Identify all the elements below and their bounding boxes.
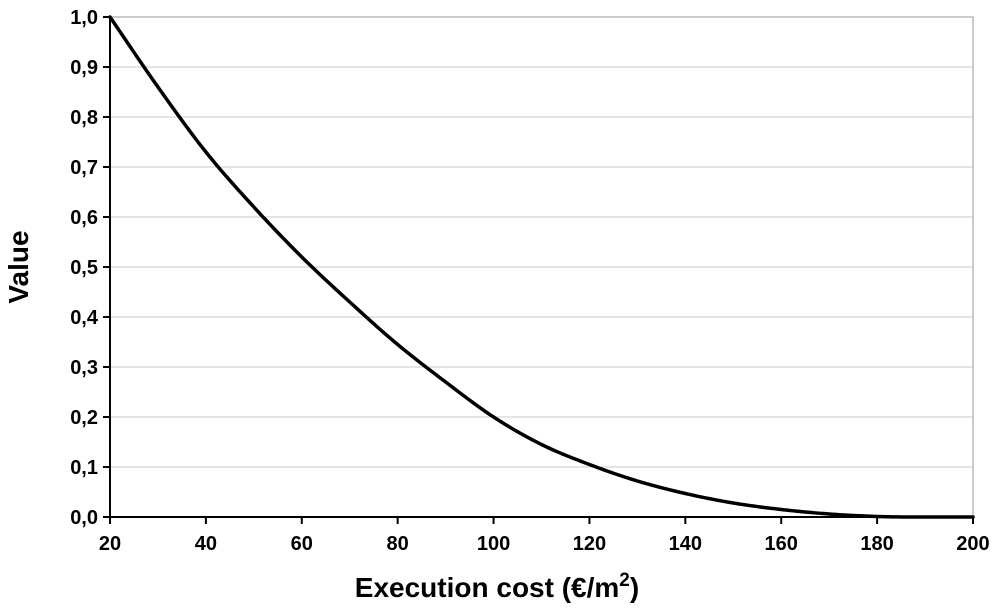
x-tick-label: 120	[573, 533, 606, 555]
y-tick-label: 0,5	[70, 257, 98, 279]
y-tick-label: 0,1	[70, 457, 98, 479]
series-line	[108, 15, 975, 519]
x-tick-label: 160	[765, 533, 798, 555]
x-axis-title-superscript: 2	[619, 570, 630, 591]
y-tick-label: 0,7	[70, 157, 98, 179]
y-axis-ticks: 0,0 0,1 0,2 0,3 0,4 0,5 0,6 0,7 0,8 0,9 1,0	[70, 7, 110, 529]
grid-lines	[110, 16, 973, 468]
x-tick-label: 60	[291, 533, 313, 555]
y-axis-title: Value	[3, 230, 34, 303]
x-tick-label: 200	[956, 533, 989, 555]
series-layer	[108, 15, 975, 519]
x-tick-label: 80	[387, 533, 409, 555]
y-tick-label: 0,0	[70, 507, 98, 529]
x-tick-label: 180	[860, 533, 893, 555]
y-tick-label: 0,9	[70, 57, 98, 79]
x-axis-title-close: )	[630, 572, 639, 603]
y-tick-label: 0,8	[70, 107, 98, 129]
x-axis-title: Execution cost (€/m2)	[355, 570, 639, 603]
x-axis-title-main: Execution cost (€/m	[355, 572, 620, 603]
y-tick-label: 0,6	[70, 207, 98, 229]
y-tick-label: 1,0	[70, 7, 98, 29]
x-tick-label: 20	[99, 533, 121, 555]
y-tick-label: 0,3	[70, 357, 98, 379]
x-tick-label: 140	[669, 533, 702, 555]
x-tick-label: 40	[195, 533, 217, 555]
x-axis-ticks: 20 40 60 80 100 120 140 160 180 200	[99, 517, 990, 555]
y-tick-label: 0,2	[70, 407, 98, 429]
x-tick-label: 100	[477, 533, 510, 555]
y-tick-label: 0,4	[70, 307, 99, 329]
